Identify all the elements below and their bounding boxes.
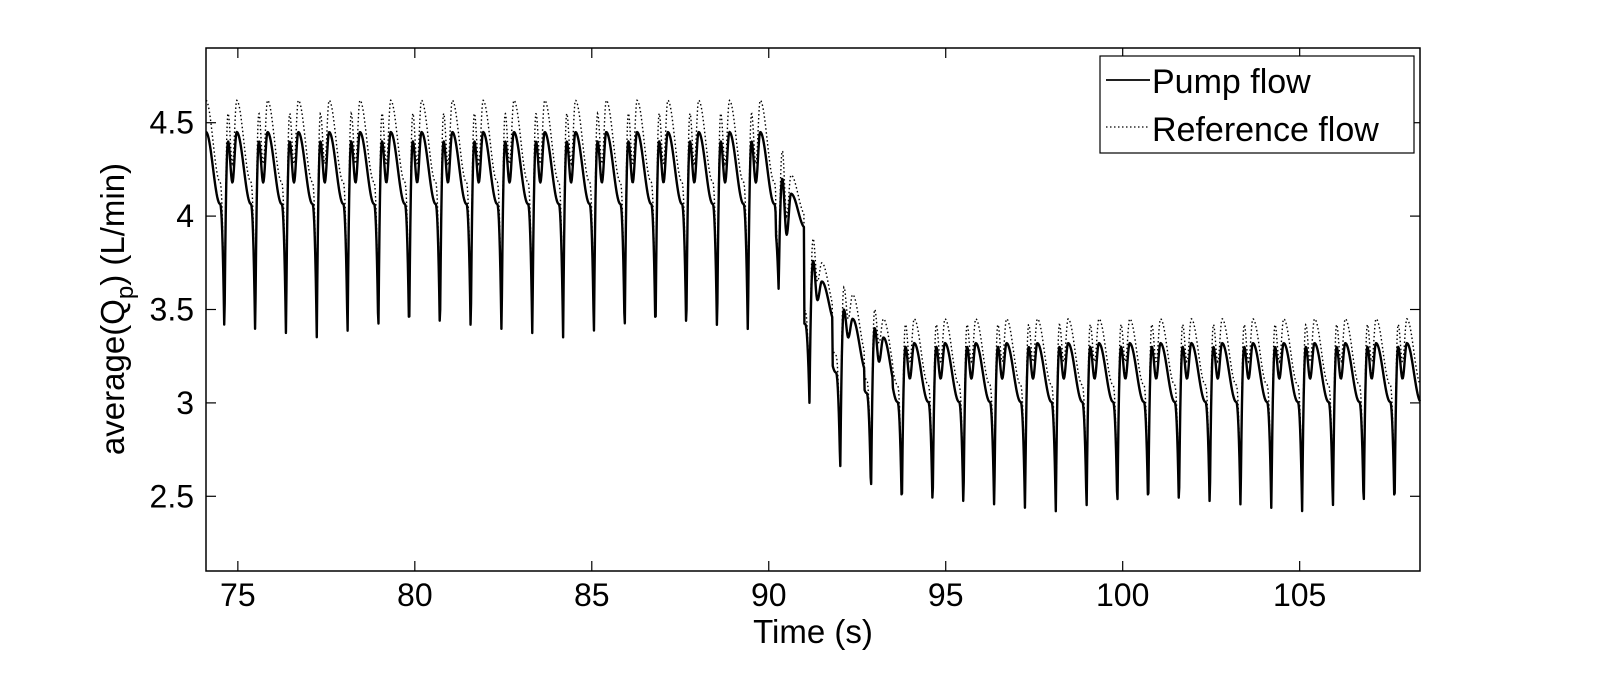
ticks-layer: 75 80 85 90 95 100 105 2.5 3 3.5 4 4.5 <box>150 48 1420 613</box>
series-line-pump-flow <box>205 130 1422 513</box>
x-tick-label: 100 <box>1096 577 1149 613</box>
series-layer <box>205 99 1422 513</box>
series-line-reference-flow <box>205 99 1421 508</box>
x-tick-label: 105 <box>1273 577 1326 613</box>
y-tick-label: 3.5 <box>150 292 194 328</box>
y-tick-label: 2.5 <box>150 478 194 514</box>
legend: Pump flow Reference flow <box>1099 55 1415 154</box>
x-axis-label: Time (s) <box>753 613 873 650</box>
legend-box <box>1099 55 1415 154</box>
x-tick-label: 85 <box>574 577 610 613</box>
y-tick-label: 4.5 <box>150 105 194 141</box>
y-tick-label: 4 <box>176 198 194 234</box>
y-tick-label: 3 <box>176 385 194 421</box>
x-tick-label: 90 <box>751 577 787 613</box>
x-tick-label: 80 <box>397 577 433 613</box>
legend-label-pump-flow: Pump flow <box>1152 63 1311 101</box>
y-axis-label: average(Qp) (L/min) <box>94 163 139 455</box>
x-tick-label: 75 <box>220 577 256 613</box>
x-tick-label: 95 <box>928 577 964 613</box>
legend-label-reference-flow: Reference flow <box>1152 111 1379 149</box>
